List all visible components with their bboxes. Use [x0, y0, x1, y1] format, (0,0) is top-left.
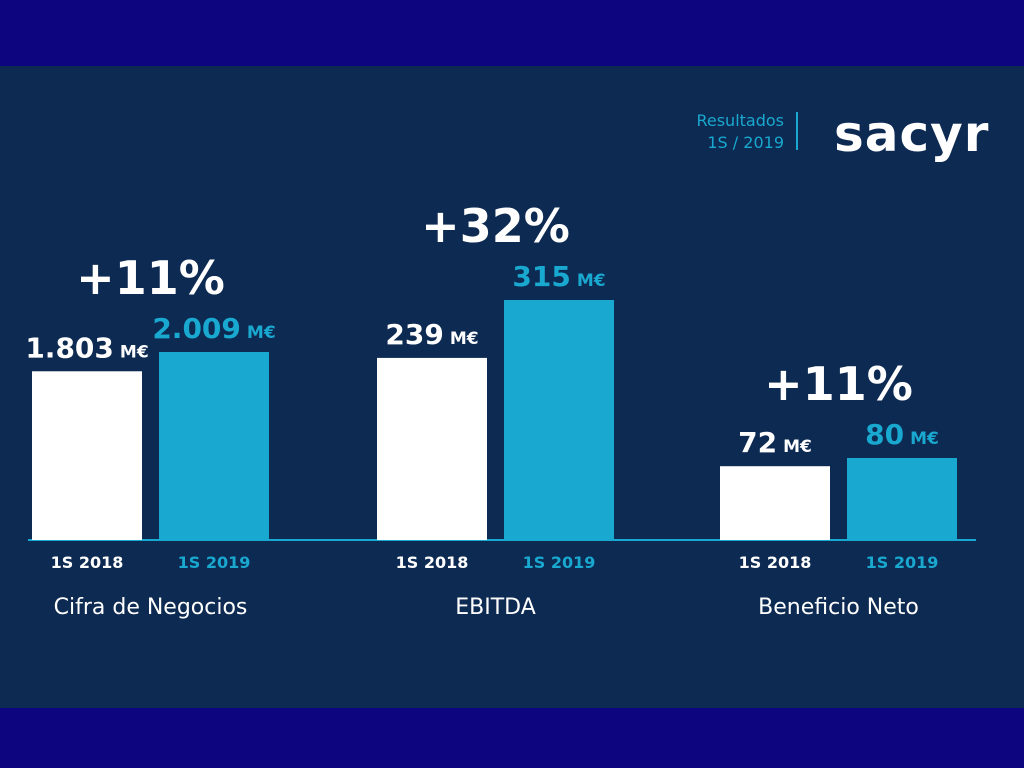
value-label-2-0: 72 M€ [738, 426, 812, 459]
value-label-1-1: 315 M€ [512, 260, 605, 293]
results-label: Resultados [696, 111, 784, 130]
results-bar-chart: 1.803 M€ 1S 2018 2.009 M€ 1S 2019 +11% Cifra de… [25, 199, 976, 620]
sacyr-logo: sacyr [834, 105, 990, 163]
category-label-0: Cifra de Negocios [54, 595, 248, 620]
period-tick-1-1: 1S 2019 [523, 553, 596, 572]
bar-2018-0 [32, 371, 142, 540]
period-tick-1-0: 1S 2018 [396, 553, 469, 572]
period-tick-2-0: 1S 2018 [739, 553, 812, 572]
header-divider [796, 112, 798, 150]
growth-label-2: +11% [764, 357, 913, 411]
period-label: 1S / 2019 [707, 133, 784, 152]
period-tick-0-1: 1S 2019 [178, 553, 251, 572]
category-label-2: Beneficio Neto [758, 595, 919, 620]
value-label-2-1: 80 M€ [865, 418, 939, 451]
results-header: Resultados 1S / 2019 [696, 110, 784, 154]
growth-label-1: +32% [421, 199, 570, 253]
bar-2019-2 [847, 458, 957, 540]
period-tick-2-1: 1S 2019 [866, 553, 939, 572]
bar-2019-1 [504, 300, 614, 540]
growth-label-0: +11% [76, 251, 225, 305]
bar-2018-1 [377, 357, 487, 540]
category-label-1: EBITDA [455, 595, 536, 620]
bar-2019-0 [159, 352, 269, 540]
value-label-0-1: 2.009 M€ [152, 312, 275, 345]
results-panel: Resultados 1S / 2019 sacyr 1.803 M€ 1S 201… [0, 66, 1024, 708]
period-tick-0-0: 1S 2018 [51, 553, 124, 572]
bar-2018-2 [720, 466, 830, 540]
value-label-0-0: 1.803 M€ [25, 331, 148, 364]
value-label-1-0: 239 M€ [385, 318, 478, 351]
